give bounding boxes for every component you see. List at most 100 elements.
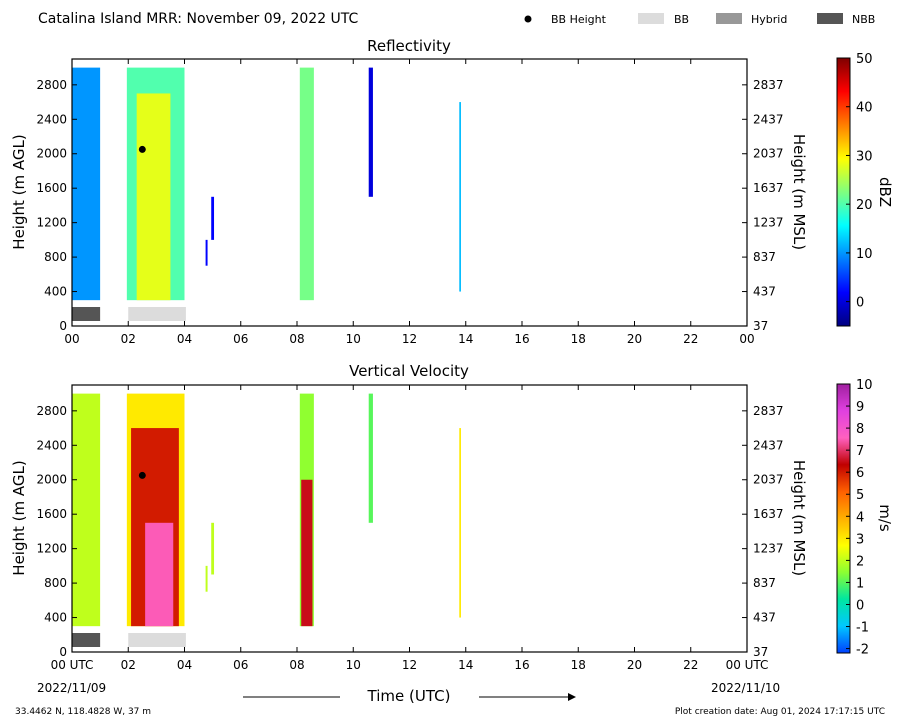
- y-tick-label: 1600: [36, 507, 67, 521]
- bb-type-bar-nbb: [72, 633, 101, 647]
- y2-tick-label: 437: [753, 285, 776, 299]
- y2-tick-label: 1237: [753, 216, 784, 230]
- colorbar-tick-label: 1: [856, 576, 864, 591]
- bb-height-point: [138, 145, 146, 153]
- x-tick-label: 20: [627, 332, 642, 346]
- y2-tick-label: 837: [753, 250, 776, 264]
- colorbar-tick-label: 5: [856, 488, 864, 503]
- x-tick-label: 00 UTC: [726, 658, 769, 672]
- y-tick-label: 2000: [36, 147, 67, 161]
- y-tick-label: 2800: [36, 78, 67, 92]
- x-tick-label: 10: [346, 332, 361, 346]
- plot-creation-date: Plot creation date: Aug 01, 2024 17:17:1…: [675, 707, 885, 717]
- x-tick-label: 08: [289, 658, 304, 672]
- y2-tick-label: 2037: [753, 147, 784, 161]
- legend-bb-height-label: BB Height: [551, 13, 607, 26]
- bb-type-bar-bb: [128, 633, 186, 647]
- figure-title: Catalina Island MRR: November 09, 2022 U…: [38, 11, 359, 27]
- time-arrow-head: [568, 693, 576, 701]
- x-tick-label: 14: [458, 332, 473, 346]
- y-tick-label: 1200: [36, 216, 67, 230]
- colorbar-tick-label: 4: [856, 510, 864, 525]
- y-tick-label: 400: [44, 611, 67, 625]
- velocity-colorbar-label: m/s: [876, 504, 894, 532]
- x-tick-label: 04: [177, 332, 192, 346]
- bb-type-bar-bb: [128, 307, 186, 321]
- legend-bb-label: BB: [674, 13, 689, 26]
- x-tick-label: 20: [627, 658, 642, 672]
- y-tick-label: 400: [44, 285, 67, 299]
- reflectivity-y2label: Height (m MSL): [790, 134, 808, 250]
- y-tick-label: 2800: [36, 404, 67, 418]
- echo-region: [299, 67, 314, 301]
- echo-region: [72, 393, 101, 627]
- echo-region: [72, 67, 101, 301]
- colorbar-tick-label: 3: [856, 532, 864, 547]
- colorbar-tick-label: 0: [856, 296, 864, 311]
- y-tick-label: 800: [44, 250, 67, 264]
- velocity-echoes: [72, 393, 461, 627]
- legend-nbb-label: NBB: [852, 13, 875, 26]
- velocity-y2label: Height (m MSL): [790, 460, 808, 576]
- echo-region: [368, 67, 373, 197]
- colorbar-tick-label: -2: [856, 643, 869, 658]
- colorbar-tick-label: 40: [856, 101, 873, 116]
- y-tick-label: 1600: [36, 181, 67, 195]
- reflectivity-y2-axis: 37 437 837 1237 1637 2037 2437 2837: [742, 78, 784, 333]
- reflectivity-panel: Reflectivity Height (m AGL) Height (m MS…: [10, 37, 894, 346]
- y2-tick-label: 2837: [753, 404, 784, 418]
- echo-region: [459, 428, 461, 618]
- y-tick-label: 0: [59, 319, 67, 333]
- echo-region: [136, 93, 171, 301]
- reflectivity-bb-height-points: [138, 145, 146, 153]
- y2-tick-label: 2437: [753, 112, 784, 126]
- velocity-colorbar: -2 -1 0 1 2 3 4 5 6 7 8 9 10: [836, 378, 873, 658]
- legend-hybrid-label: Hybrid: [751, 13, 787, 26]
- legend-bb-height-marker: [524, 15, 532, 23]
- end-date: 2022/11/10: [711, 681, 780, 695]
- time-xlabel: Time (UTC): [367, 687, 451, 705]
- y-tick-label: 0: [59, 645, 67, 659]
- y2-tick-label: 837: [753, 576, 776, 590]
- velocity-ylabel: Height (m AGL): [10, 460, 28, 575]
- y2-tick-label: 437: [753, 611, 776, 625]
- x-tick-label: 06: [233, 658, 248, 672]
- x-tick-label: 02: [121, 332, 136, 346]
- legend-hybrid-swatch: [716, 13, 742, 24]
- echo-region: [211, 196, 215, 240]
- station-location: 33.4462 N, 118.4828 W, 37 m: [15, 707, 151, 717]
- y2-tick-label: 2837: [753, 78, 784, 92]
- reflectivity-colorbar: 0 10 20 30 40 50: [836, 52, 873, 327]
- reflectivity-title: Reflectivity: [367, 37, 451, 55]
- reflectivity-y-axis: 0 400 800 1200 1600 2000 2400 2800: [36, 78, 77, 333]
- y-tick-label: 2400: [36, 438, 67, 452]
- x-tick-label: 22: [683, 658, 698, 672]
- x-tick-label: 18: [571, 332, 586, 346]
- echo-region: [368, 393, 373, 523]
- bb-type-bar-nbb: [72, 307, 101, 321]
- colorbar-tick-label: 2: [856, 554, 864, 569]
- reflectivity-x-axis: 00 02 04 06 08 10 12 14 16 18 20 22 00: [64, 59, 755, 346]
- reflectivity-bb-type-bars: [72, 307, 186, 321]
- y-tick-label: 2400: [36, 112, 67, 126]
- reflectivity-ylabel: Height (m AGL): [10, 134, 28, 249]
- vertical-velocity-panel: Vertical Velocity Height (m AGL) Height …: [10, 362, 894, 672]
- echo-region: [301, 479, 313, 627]
- start-date: 2022/11/09: [37, 681, 106, 695]
- legend-bb-swatch: [638, 13, 664, 24]
- x-tick-label: 00: [739, 332, 754, 346]
- bb-type-legend: BB Height BB Hybrid NBB: [524, 13, 875, 26]
- colorbar-gradient: [836, 383, 851, 654]
- y2-tick-label: 37: [753, 319, 768, 333]
- reflectivity-colorbar-label: dBZ: [876, 177, 894, 207]
- legend-nbb-swatch: [817, 13, 843, 24]
- x-tick-label: 00: [64, 332, 79, 346]
- velocity-y-axis: 0 400 800 1200 1600 2000 2400 2800: [36, 404, 77, 659]
- x-tick-label: 18: [571, 658, 586, 672]
- velocity-y2-axis: 37 437 837 1237 1637 2037 2437 2837: [742, 404, 784, 659]
- velocity-bb-type-bars: [72, 633, 186, 647]
- x-tick-label: 22: [683, 332, 698, 346]
- x-tick-label: 04: [177, 658, 192, 672]
- y2-tick-label: 2437: [753, 438, 784, 452]
